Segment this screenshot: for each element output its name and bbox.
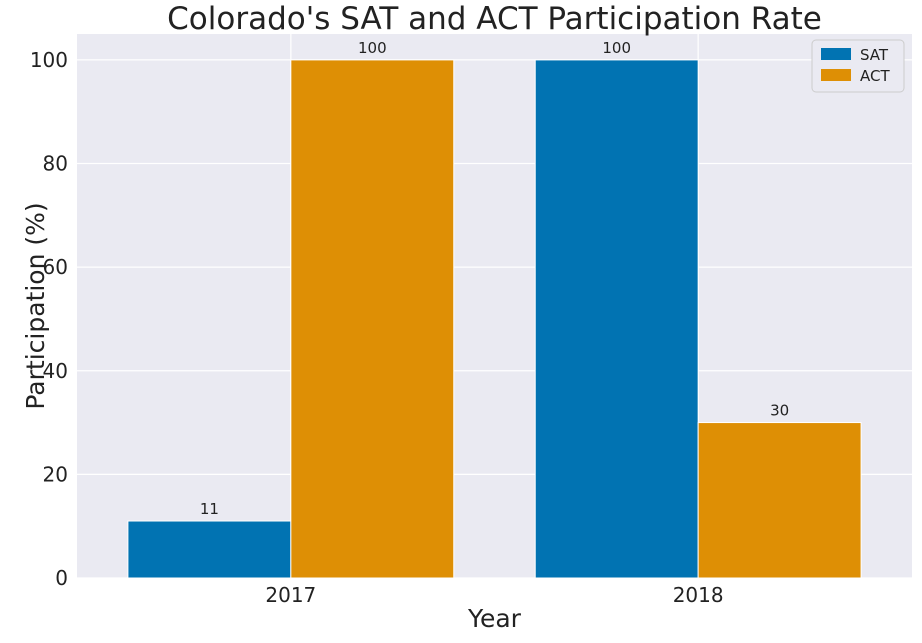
chart-title: Colorado's SAT and ACT Participation Rat… <box>167 1 822 37</box>
bar-sat-2017 <box>127 520 292 579</box>
legend-label-act: ACT <box>860 67 890 85</box>
y-tick-label: 0 <box>55 566 68 590</box>
bars <box>127 59 862 579</box>
data-label-act-2017: 100 <box>358 39 387 57</box>
legend-swatch-act <box>821 69 851 81</box>
data-label-act-2018: 30 <box>770 402 789 420</box>
legend-label-sat: SAT <box>860 46 889 64</box>
y-axis-label: Participation (%) <box>21 202 50 409</box>
data-labels: 11 100 100 30 <box>200 39 789 518</box>
legend-swatch-sat <box>821 48 851 60</box>
y-tick-label: 20 <box>43 462 68 486</box>
x-tick-label: 2017 <box>265 583 316 607</box>
ticks: 0 20 40 60 80 100 2017 2018 <box>30 48 724 607</box>
y-tick-label: 60 <box>43 255 68 279</box>
bar-sat-2018 <box>534 59 699 579</box>
legend-box <box>811 39 905 93</box>
data-label-sat-2018: 100 <box>602 39 631 57</box>
y-tick-label: 80 <box>43 152 68 176</box>
x-axis-label: Year <box>467 604 522 633</box>
x-tick-label: 2018 <box>673 583 724 607</box>
y-tick-label: 40 <box>43 359 68 383</box>
bar-act-2017 <box>290 59 455 579</box>
y-tick-label: 100 <box>30 48 68 72</box>
data-label-sat-2017: 11 <box>200 500 219 518</box>
bar-act-2018 <box>697 422 862 579</box>
legend: SAT ACT <box>811 39 905 93</box>
